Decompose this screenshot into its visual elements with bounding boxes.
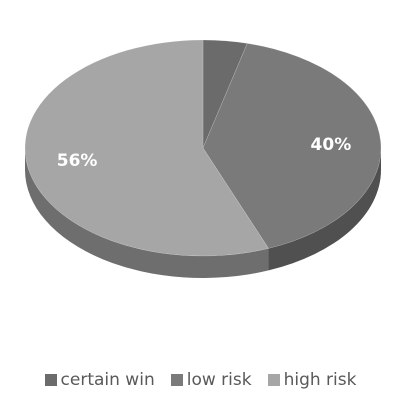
pie-slices xyxy=(24,39,382,257)
pie-slice-low-risk xyxy=(202,43,382,249)
data-label-high-risk: 56% xyxy=(57,151,98,171)
legend-item-low-risk: low risk xyxy=(170,370,252,390)
legend-item-high-risk: high risk xyxy=(267,370,357,390)
legend-label-certain-win: certain win xyxy=(60,370,155,390)
pie-slice-certain-win xyxy=(202,39,248,149)
pie-side-low-risk xyxy=(268,148,381,271)
pie-side-high-risk xyxy=(25,148,269,279)
pie-slice-high-risk xyxy=(24,39,269,257)
legend-swatch-certain-win xyxy=(44,374,57,386)
legend-label-high-risk: high risk xyxy=(283,370,357,390)
legend-swatch-low-risk xyxy=(170,374,183,386)
pie-sides xyxy=(25,148,381,279)
legend-swatch-high-risk xyxy=(267,374,280,386)
data-labels: 40% 56% xyxy=(57,135,352,171)
legend-label-low-risk: low risk xyxy=(186,370,252,390)
data-label-low-risk: 40% xyxy=(311,135,352,155)
legend: certain win low risk high risk xyxy=(0,370,401,390)
legend-item-certain-win: certain win xyxy=(44,370,155,390)
